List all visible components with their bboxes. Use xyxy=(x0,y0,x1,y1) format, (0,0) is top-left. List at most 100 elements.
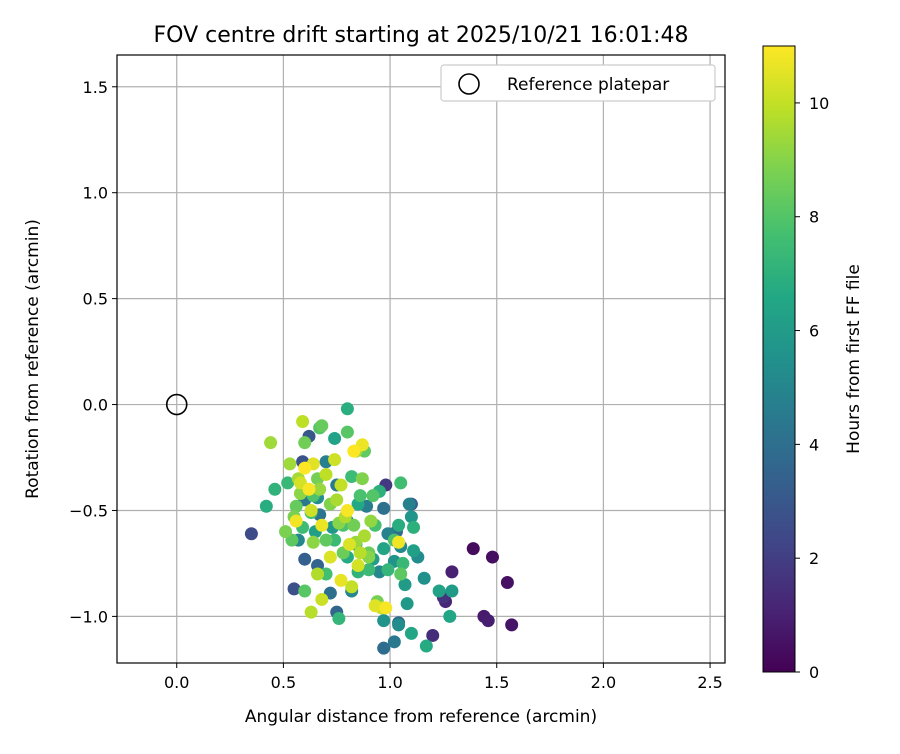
data-point xyxy=(392,518,406,532)
data-point xyxy=(407,544,421,558)
data-point xyxy=(445,584,459,598)
data-point xyxy=(298,584,312,598)
data-point xyxy=(283,457,297,471)
y-axis-ticks: −1.0 −0.5 0.0 0.5 1.0 1.5 xyxy=(69,78,117,626)
x-tick-label: 0.5 xyxy=(271,673,296,692)
data-point xyxy=(334,478,348,492)
data-point xyxy=(381,563,395,577)
data-point xyxy=(311,567,325,581)
data-point xyxy=(353,546,367,560)
data-point xyxy=(400,597,414,611)
data-point xyxy=(379,601,393,615)
data-point xyxy=(402,497,416,511)
data-point xyxy=(304,605,318,619)
data-point xyxy=(281,476,295,490)
colorbar-ticks: 0 2 4 6 8 10 xyxy=(795,94,829,682)
data-point xyxy=(298,552,312,566)
colorbar-tick-label: 4 xyxy=(809,435,819,454)
data-point xyxy=(328,453,342,467)
data-point xyxy=(330,493,344,507)
data-point xyxy=(306,535,320,549)
legend: Reference platepar xyxy=(440,64,716,102)
data-point xyxy=(328,431,342,445)
data-point xyxy=(287,582,301,596)
colorbar: 0 2 4 6 8 10 Hours from first FF file xyxy=(762,45,864,682)
data-point xyxy=(445,565,459,579)
colorbar-tick-label: 8 xyxy=(809,208,819,227)
data-point xyxy=(398,578,412,592)
data-point xyxy=(334,573,348,587)
data-point xyxy=(315,518,329,532)
data-point xyxy=(368,599,382,613)
colorbar-tick-label: 6 xyxy=(809,322,819,341)
data-point xyxy=(319,467,333,481)
data-point xyxy=(259,499,273,513)
data-point xyxy=(396,556,410,570)
y-tick-label: 1.5 xyxy=(83,78,108,97)
x-tick-label: 0.0 xyxy=(164,673,189,692)
data-point xyxy=(323,550,337,564)
data-point xyxy=(315,419,329,433)
colorbar-label: Hours from first FF file xyxy=(844,264,864,454)
data-point xyxy=(392,535,406,549)
data-point xyxy=(279,525,293,539)
data-point xyxy=(315,592,329,606)
y-tick-label: 0.0 xyxy=(83,396,108,415)
y-tick-label: −1.0 xyxy=(69,607,108,626)
colorbar-tick-label: 0 xyxy=(809,663,819,682)
data-point xyxy=(505,618,519,632)
data-point xyxy=(485,550,499,564)
colorbar-gradient xyxy=(762,45,796,673)
y-tick-label: 0.5 xyxy=(83,290,108,309)
data-point xyxy=(394,476,408,490)
legend-reference-icon xyxy=(458,73,480,95)
data-point xyxy=(362,563,376,577)
data-point xyxy=(377,614,391,628)
data-point xyxy=(296,414,310,428)
data-point xyxy=(343,537,357,551)
data-point xyxy=(345,580,359,594)
data-point xyxy=(340,402,354,416)
data-point xyxy=(432,584,446,598)
x-tick-label: 2.5 xyxy=(697,673,722,692)
data-point xyxy=(387,635,401,649)
legend-box xyxy=(440,64,716,102)
data-point xyxy=(481,614,495,628)
data-point xyxy=(298,436,312,450)
data-point xyxy=(364,514,378,528)
x-axis-label: Angular distance from reference (arcmin) xyxy=(245,707,597,727)
x-tick-label: 2.0 xyxy=(591,673,616,692)
plot-frame xyxy=(116,54,726,664)
data-point xyxy=(419,639,433,653)
colorbar-tick-label: 10 xyxy=(809,94,829,113)
legend-entry-reference: Reference platepar xyxy=(507,75,669,95)
data-point xyxy=(340,503,354,517)
data-point xyxy=(417,571,431,585)
data-point xyxy=(377,641,391,655)
data-point xyxy=(319,533,333,547)
data-points xyxy=(244,402,519,655)
data-point xyxy=(289,514,303,528)
data-point xyxy=(302,482,316,496)
colorbar-tick-label: 2 xyxy=(809,549,819,568)
data-point xyxy=(264,436,278,450)
data-point xyxy=(304,503,318,517)
data-point xyxy=(289,499,303,513)
data-point xyxy=(366,489,380,503)
data-point xyxy=(404,626,418,640)
data-point xyxy=(357,529,371,543)
chart-title: FOV centre drift starting at 2025/10/21 … xyxy=(154,23,689,48)
y-tick-label: −0.5 xyxy=(69,501,108,520)
data-point xyxy=(313,482,327,496)
data-point xyxy=(394,567,408,581)
data-point xyxy=(355,472,369,486)
data-point xyxy=(347,518,361,532)
reference-platepar-marker xyxy=(165,393,188,416)
data-point xyxy=(340,425,354,439)
x-tick-label: 1.0 xyxy=(377,673,402,692)
data-point xyxy=(443,609,457,623)
data-point xyxy=(500,575,514,589)
data-point xyxy=(347,444,361,458)
data-point xyxy=(345,470,359,484)
